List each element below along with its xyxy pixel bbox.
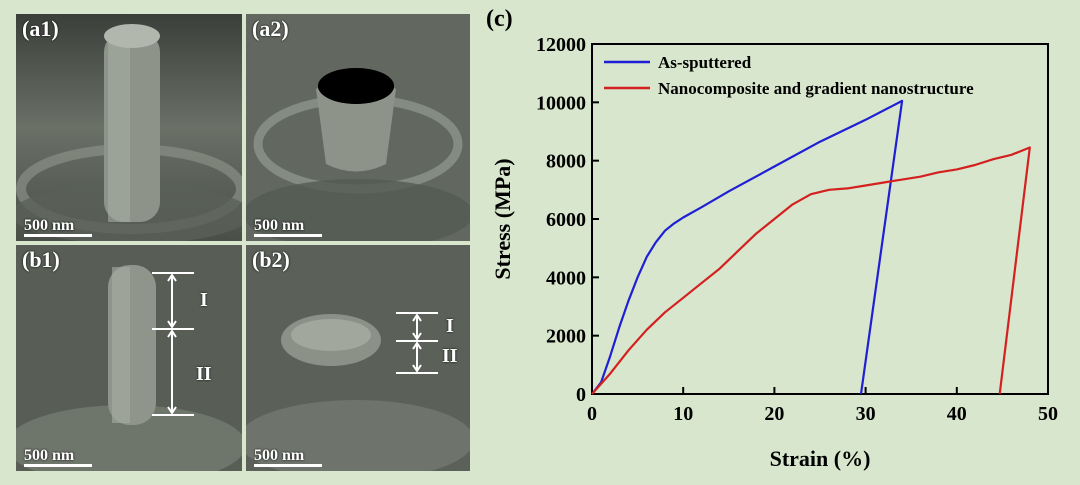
scale-bar-a1: 500 nm [24, 217, 92, 237]
y-tick-label: 6000 [546, 209, 586, 231]
scale-bar-line [254, 234, 322, 237]
series-line-1 [591, 99, 904, 395]
scale-bar-label: 500 nm [254, 447, 305, 464]
sem-image-a2 [246, 14, 470, 241]
panel-label-a1: (a1) [22, 16, 59, 41]
scale-bar-label: 500 nm [24, 217, 75, 234]
sem-panel-b2: I II (b2) 500 nm [246, 245, 470, 471]
scale-bar-label: 500 nm [24, 447, 75, 464]
scale-bar-b2: 500 nm [254, 447, 322, 467]
legend-label-2: Nanocomposite and gradient nanostructure [658, 79, 974, 98]
x-tick-label: 0 [587, 403, 597, 425]
panel-label-c: (c) [486, 6, 513, 32]
x-axis: 0 10 20 30 40 50 [587, 387, 1058, 425]
sem-image-b1 [16, 245, 242, 471]
sem-image-a1 [16, 14, 242, 241]
scale-bar-b1: 500 nm [24, 447, 92, 467]
panel-label-a2: (a2) [252, 16, 289, 41]
x-tick-label: 50 [1038, 403, 1058, 425]
panel-label-b2: (b2) [252, 247, 290, 272]
scale-bar-line [24, 234, 92, 237]
plot-series [591, 99, 1031, 395]
scale-bar-a2: 500 nm [254, 217, 322, 237]
legend: As-sputtered Nanocomposite and gradient n… [604, 53, 974, 98]
y-tick-label: 12000 [536, 34, 586, 56]
legend-label-1: As-sputtered [658, 53, 752, 72]
region-label-ii: II [442, 345, 458, 367]
y-axis: 0 2000 4000 6000 8000 10000 12000 [536, 34, 599, 406]
y-axis-label: Stress (MPa) [490, 158, 515, 279]
region-label-i: I [446, 315, 454, 337]
sem-panel-a1: (a1) 500 nm [16, 14, 242, 241]
sem-panel-a2: (a2) 500 nm [246, 14, 470, 241]
region-label-i: I [200, 289, 208, 311]
y-tick-label: 8000 [546, 151, 586, 173]
sem-panel-b1: I II (b1) 500 nm [16, 245, 242, 471]
scale-bar-line [24, 464, 92, 467]
y-tick-label: 0 [576, 384, 586, 406]
x-tick-label: 30 [856, 403, 876, 425]
x-tick-label: 40 [947, 403, 967, 425]
panel-label-b1: (b1) [22, 247, 60, 272]
x-axis-label: Strain (%) [770, 446, 871, 471]
y-tick-label: 10000 [536, 92, 586, 114]
series-line-2 [591, 146, 1031, 395]
scale-bar-line [254, 464, 322, 467]
y-tick-label: 4000 [546, 267, 586, 289]
y-tick-label: 2000 [546, 326, 586, 348]
x-tick-label: 20 [764, 403, 784, 425]
scale-bar-label: 500 nm [254, 217, 305, 234]
region-label-ii: II [196, 363, 212, 385]
sem-image-b2 [246, 245, 470, 471]
x-tick-label: 10 [673, 403, 693, 425]
stress-strain-chart: (c) 0 2000 4000 6000 8000 10000 12000 0 10 20 30 4… [486, 6, 1058, 471]
